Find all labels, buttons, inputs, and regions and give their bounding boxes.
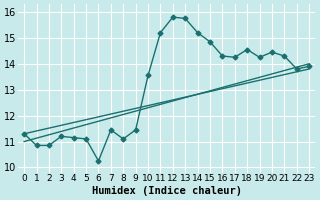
X-axis label: Humidex (Indice chaleur): Humidex (Indice chaleur) (92, 186, 242, 196)
